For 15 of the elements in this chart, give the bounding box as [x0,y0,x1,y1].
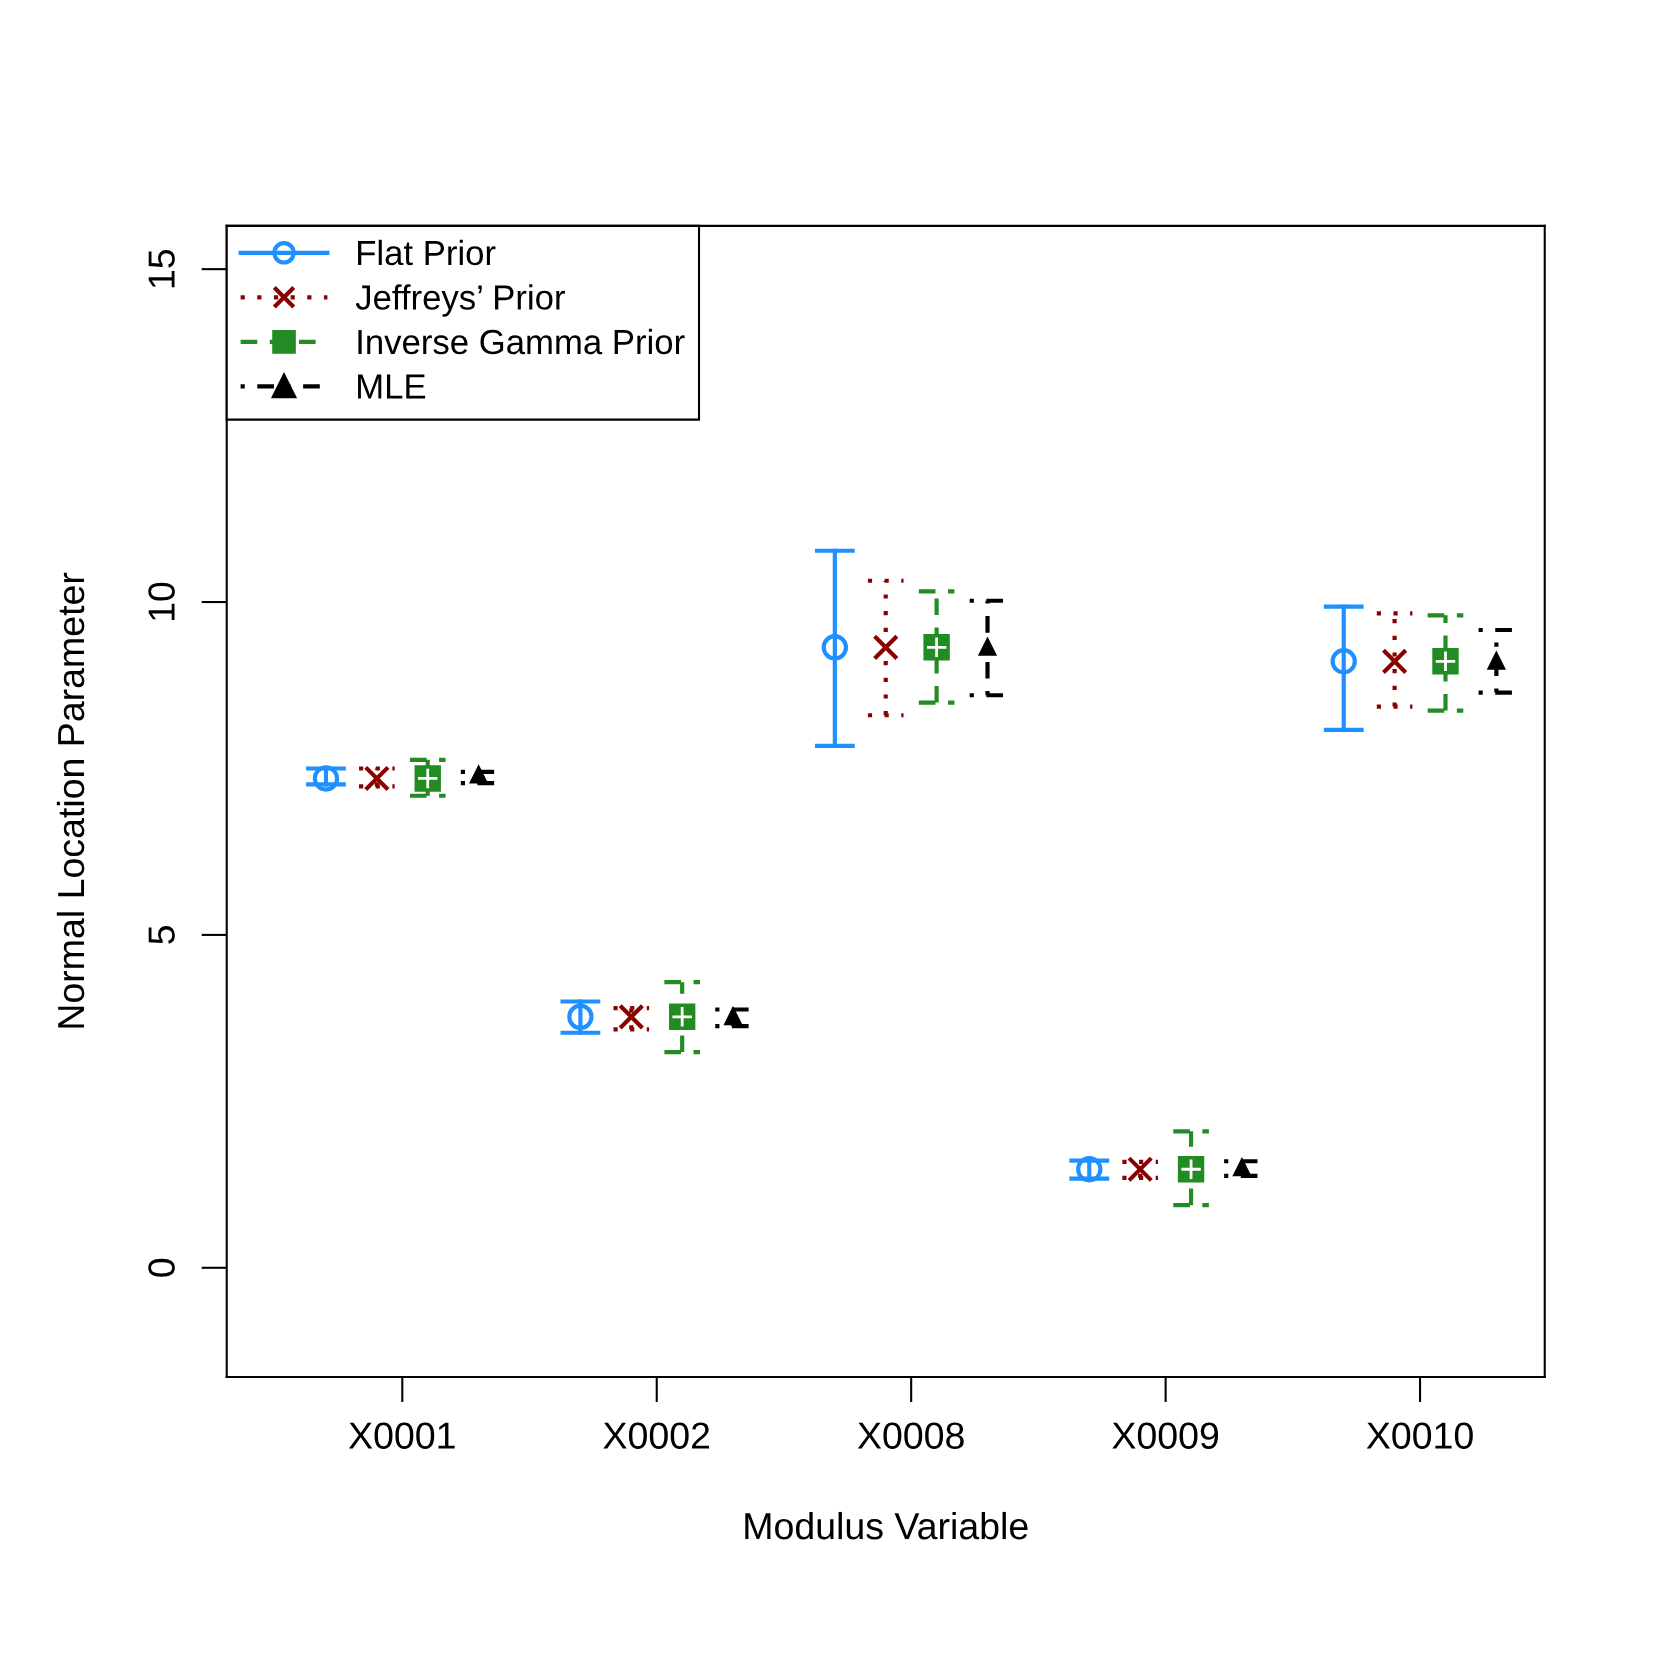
y-tick-label: 0 [148,1258,175,1277]
legend-label: Jeffreys’ Prior [355,284,565,317]
y-tick-label: 15 [148,249,175,288]
x-axis-title: Modulus Variable [745,1511,1028,1540]
x-tick-label: X0008 [857,1422,964,1449]
y-tick-label: 5 [148,926,175,944]
x-tick-label: X0009 [1112,1422,1219,1449]
x-tick-label: X0010 [1366,1422,1473,1449]
x-tick-label: X0001 [348,1422,455,1449]
x-tick-label: X0002 [603,1422,710,1449]
legend-label: Inverse Gamma Prior [358,328,685,355]
legend-label: MLE [358,374,426,399]
y-tick-label: 10 [148,582,175,621]
y-axis-title: Normal Location Parameter [56,572,85,1028]
legend-label: Flat Prior [358,239,496,266]
